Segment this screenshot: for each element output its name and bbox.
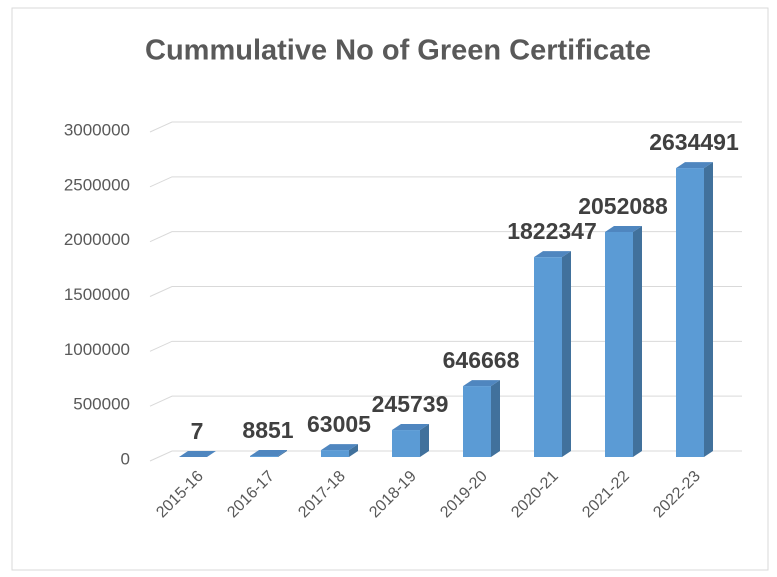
bar-top [392,424,429,431]
bar [605,231,633,457]
bar [463,386,491,457]
bar-top [321,444,358,451]
bar-side [562,251,571,457]
grid-line [149,121,742,133]
value-label: 646668 [443,347,520,373]
bar-top [250,450,287,457]
y-tick-label: 3000000 [64,120,130,139]
y-tick-label: 2000000 [64,230,130,249]
bar-side [704,162,713,457]
value-label: 7 [191,418,204,444]
bar-side [420,424,429,457]
bar-side [349,444,358,457]
value-label: 63005 [307,411,371,437]
value-label: 8851 [242,417,293,443]
y-tick-label: 500000 [73,395,130,414]
bar [392,430,420,457]
chart-title: Cummulative No of Green Certificate [145,35,651,67]
value-label: 2052088 [578,193,668,219]
y-tick-label: 1500000 [64,285,130,304]
value-label: 245739 [372,391,449,417]
bar-top [676,162,713,169]
bar-side [633,225,642,457]
value-label: 2634491 [649,129,739,155]
bar-side [207,450,216,457]
y-tick-label: 1000000 [64,340,130,359]
y-tick-label: 0 [121,449,130,468]
y-tick-label: 2500000 [64,175,130,194]
bar-side [278,450,287,457]
bar [534,257,562,457]
bar-top [179,450,216,457]
bar-top [463,380,500,387]
grid-line [149,231,742,243]
bar-top [534,251,571,258]
bar [250,456,278,457]
bar-side [491,380,500,457]
bar [676,168,704,457]
grid-line [149,176,742,188]
bar-top [605,225,642,232]
bar [321,450,349,457]
value-label: 1822347 [507,218,597,244]
